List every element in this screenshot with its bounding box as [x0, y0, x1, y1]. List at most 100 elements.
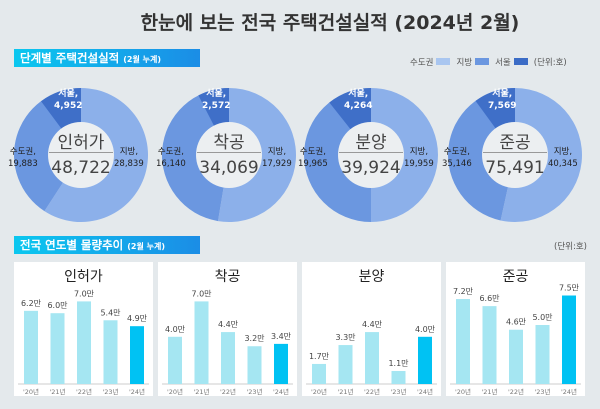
x-tick-label: '23년 [102, 387, 118, 396]
donut-center [482, 122, 548, 188]
data-label: 7.0만 [191, 289, 212, 298]
data-label: 1.1만 [388, 359, 409, 368]
bar [168, 336, 182, 384]
donut-center [196, 122, 262, 188]
bar-chart-panel-0: 인허가 6.2만 '20년 6.0만 '21년 7.0만 '22년 5.4만 '23년 4.9만 '… [14, 262, 153, 396]
x-tick-label: '22년 [364, 387, 380, 396]
data-label: 7.0만 [74, 289, 95, 298]
divider [339, 152, 403, 153]
bar [221, 332, 235, 384]
data-label: 4.6만 [506, 318, 527, 327]
bar [418, 336, 432, 384]
donut-total: 39,924 [341, 158, 401, 178]
section-header-stage: 단계별 주택건설실적 (2월 누계) [14, 49, 200, 67]
x-tick-label: '21년 [481, 387, 497, 396]
donut-center [338, 122, 404, 188]
x-tick-label: '21년 [337, 387, 353, 396]
data-label: 7.5만 [559, 284, 580, 293]
bar [194, 301, 209, 384]
data-label: 4.4만 [218, 320, 239, 329]
bar [391, 371, 406, 384]
label-sudo: 수도권, 16,140 [156, 147, 186, 169]
legend-sudo: 수도권 [410, 56, 451, 68]
section-label: 전국 연도별 물량추이 [20, 238, 124, 252]
section-header-trend: 전국 연도별 물량추이 (2월 누계) [14, 236, 200, 254]
legend-jibang: 지방 [456, 56, 490, 68]
label-jibang: 지방, 40,345 [548, 147, 578, 169]
legend: 수도권 지방 서울 (단위:호) [410, 56, 567, 68]
label-sudo: 수도권, 35,146 [442, 147, 472, 169]
unit-label: (단위:호) [533, 58, 567, 68]
label-jibang: 지방, 17,929 [262, 147, 292, 169]
x-tick-label: '21년 [193, 387, 209, 396]
data-label: 4.0만 [165, 325, 186, 334]
segment-jibang [500, 88, 582, 222]
segment-jibang [217, 88, 297, 223]
label-seoul: 서울, 2,572 [202, 89, 231, 111]
x-tick-label: '24년 [417, 387, 433, 396]
data-label: 3.3만 [335, 333, 356, 342]
bar [103, 320, 118, 384]
unit-label-2: (단위:호) [554, 242, 587, 252]
x-tick-label: '22년 [508, 387, 524, 396]
data-label: 4.4만 [362, 320, 383, 329]
x-tick-label: '20년 [167, 387, 183, 396]
donut-chart-2: 분양 39,924 지방, 19,959 수도권, 19,965 서울, 4,264 [296, 80, 446, 230]
label-sudo: 수도권, 19,883 [8, 147, 38, 169]
bar [24, 310, 38, 384]
data-label: 3.2만 [244, 334, 265, 343]
label-jibang: 지방, 28,839 [114, 147, 144, 169]
data-label: 6.0만 [47, 301, 68, 310]
divider [197, 152, 261, 153]
segment-seoul [198, 88, 229, 127]
x-tick-label: '24년 [273, 387, 289, 396]
data-label: 6.2만 [21, 299, 42, 308]
bar [338, 345, 353, 384]
donut-total: 34,069 [199, 158, 259, 178]
label-seoul: 서울, 4,264 [344, 89, 373, 111]
x-tick-label: '23년 [534, 387, 550, 396]
bar [535, 325, 550, 384]
x-tick-label: '21년 [49, 387, 65, 396]
donut-center [48, 122, 114, 188]
data-label: 7.2만 [453, 287, 474, 296]
x-tick-label: '20년 [311, 387, 327, 396]
x-tick-label: '24년 [561, 387, 577, 396]
donut-chart-1: 착공 34,069 지방, 17,929 수도권, 16,140 서울, 2,572 [154, 80, 304, 230]
bar-chart-panel-2: 분양 1.7만 '20년 3.3만 '21년 4.4만 '22년 1.1만 '23년 4.0만 '2… [302, 262, 441, 396]
donut-title: 인허가 [57, 133, 105, 153]
label-jibang: 지방, 19,959 [404, 147, 434, 169]
bar [456, 299, 470, 384]
x-tick-label: '22년 [220, 387, 236, 396]
section-note: (2월 누계) [123, 55, 161, 64]
divider [483, 152, 547, 153]
bar-chart-title: 준공 [502, 269, 529, 285]
donut-title: 분양 [355, 133, 387, 153]
section-note: (2월 누계) [127, 242, 165, 251]
segment-seoul [41, 88, 81, 130]
label-seoul: 서울, 4,952 [54, 89, 83, 111]
bar [482, 306, 497, 384]
x-tick-label: '20년 [23, 387, 39, 396]
donut-chart-3: 준공 75,491 지방, 40,345 수도권, 35,146 서울, 7,569 [440, 80, 590, 230]
bar [312, 363, 326, 384]
x-tick-label: '23년 [246, 387, 262, 396]
bar [509, 329, 523, 384]
bar-chart-panel-1: 착공 4.0만 '20년 7.0만 '21년 4.4만 '22년 3.2만 '23년 3.4만 '2… [158, 262, 297, 396]
segment-jibang [371, 88, 438, 222]
bar [562, 295, 576, 384]
bar [365, 332, 379, 384]
bar-chart-title: 인허가 [64, 269, 103, 285]
data-label: 3.4만 [271, 332, 292, 341]
donut-total: 75,491 [485, 158, 545, 178]
x-tick-label: '20년 [455, 387, 471, 396]
donut-chart-0: 인허가 48,722 지방, 28,839 수도권, 19,883 서울, 4,952 [6, 80, 156, 230]
donut-total: 48,722 [51, 158, 111, 178]
bar-chart-panel-3: 준공 7.2만 '20년 6.6만 '21년 4.6만 '22년 5.0만 '23년 7.5만 '2… [446, 262, 585, 396]
data-label: 5.0만 [532, 313, 553, 322]
label-sudo: 수도권, 19,965 [298, 147, 328, 169]
bar [50, 313, 65, 384]
segment-seoul [475, 88, 515, 130]
divider [49, 152, 113, 153]
label-seoul: 서울, 7,569 [488, 89, 517, 111]
